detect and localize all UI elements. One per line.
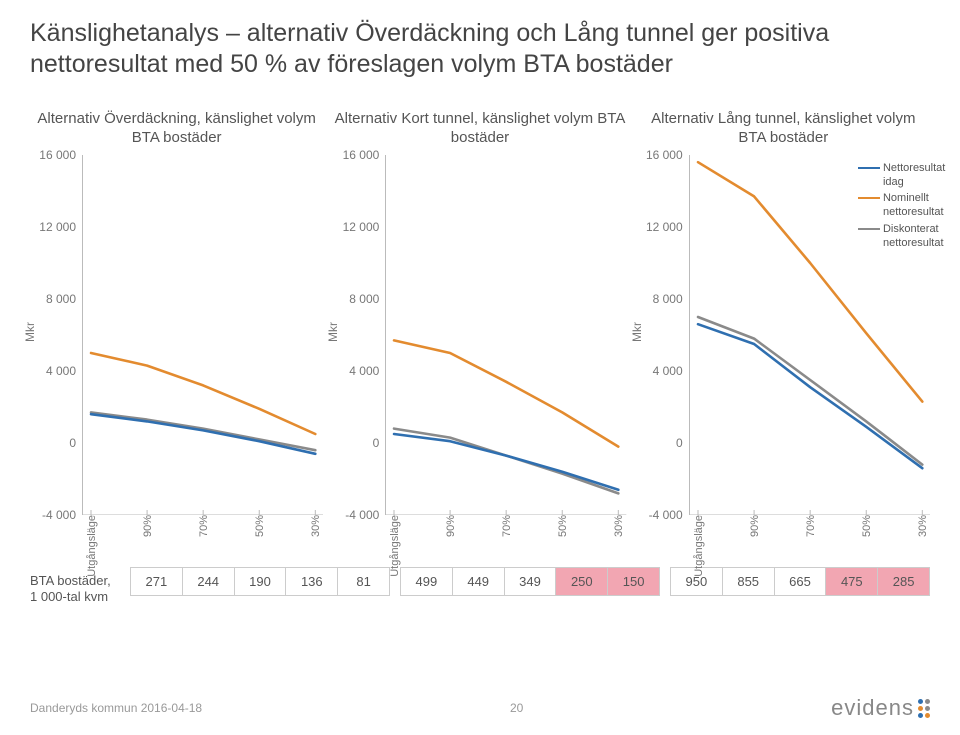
- y-tick-label: 12 000: [343, 220, 380, 234]
- x-axis: Utgångsläge90%70%50%30%: [689, 515, 930, 561]
- y-axis-label: Mkr: [23, 322, 37, 342]
- y-axis-label: Mkr: [326, 322, 340, 342]
- x-axis: Utgångsläge90%70%50%30%: [385, 515, 626, 561]
- x-tick-label: Utgångsläge: [693, 515, 705, 577]
- chart-overdackning: Alternativ Överdäckning, känslighet voly…: [30, 109, 323, 561]
- logo-dot: [918, 713, 923, 718]
- y-axis: Mkr -4 00004 0008 00012 00016 000: [30, 155, 82, 515]
- x-tick-label: 90%: [445, 515, 457, 537]
- x-tick-label: 30%: [310, 515, 322, 537]
- x-tick-label: Utgångsläge: [86, 515, 98, 577]
- x-tick-label: 50%: [254, 515, 266, 537]
- y-tick-label: 4 000: [46, 364, 76, 378]
- logo-dot: [925, 713, 930, 718]
- x-tick-label: 90%: [749, 515, 761, 537]
- x-tick-label: 50%: [861, 515, 873, 537]
- x-tick-label: 30%: [613, 515, 625, 537]
- legend-swatch: [858, 228, 880, 230]
- x-tick-label: 70%: [501, 515, 513, 537]
- legend-item: Diskonterat nettoresultat: [858, 222, 960, 251]
- footer-left: Danderyds kommun 2016-04-18: [30, 701, 202, 715]
- table-cell: 136: [286, 567, 338, 595]
- table-overdackning: 27124419013681: [130, 567, 390, 596]
- table-cell: 190: [234, 567, 286, 595]
- x-tick-label: 50%: [557, 515, 569, 537]
- footer-page: 20: [510, 701, 523, 715]
- x-tick-label: 30%: [917, 515, 929, 537]
- table-lang-tunnel: 950855665475285: [670, 567, 930, 596]
- y-tick-label: -4 000: [345, 508, 379, 522]
- y-tick-label: 16 000: [646, 148, 683, 162]
- y-axis: Mkr -4 00004 0008 00012 00016 000: [333, 155, 385, 515]
- y-tick-label: 12 000: [39, 220, 76, 234]
- footer: Danderyds kommun 2016-04-18 20 evidens: [30, 695, 930, 721]
- legend-label: Nominellt nettoresultat: [883, 191, 960, 220]
- page-title: Känslighetanalys – alternativ Överdäckni…: [30, 18, 930, 81]
- table-cell: 349: [504, 567, 556, 595]
- x-tick-label: 90%: [142, 515, 154, 537]
- plot-area: [82, 155, 323, 515]
- tables-row: BTA bostäder, 1 000-tal kvm 271244190136…: [30, 567, 930, 606]
- chart-title: Alternativ Kort tunnel, känslighet volym…: [333, 109, 626, 149]
- y-tick-label: 0: [676, 436, 683, 450]
- x-tick-label: Utgångsläge: [389, 515, 401, 577]
- table-cell: 475: [826, 567, 878, 595]
- legend-label: Diskonterat nettoresultat: [883, 222, 960, 251]
- chart-lang-tunnel: Alternativ Lång tunnel, känslighet volym…: [637, 109, 930, 561]
- x-tick-label: 70%: [198, 515, 210, 537]
- y-tick-label: 16 000: [343, 148, 380, 162]
- y-tick-label: 4 000: [349, 364, 379, 378]
- logo-dot: [918, 699, 923, 704]
- legend: Nettoresultat idagNominellt nettoresulta…: [858, 161, 960, 253]
- y-axis-label: Mkr: [630, 322, 644, 342]
- logo: evidens: [831, 695, 930, 721]
- table-cell: 285: [878, 567, 930, 595]
- y-tick-label: -4 000: [42, 508, 76, 522]
- y-tick-label: 16 000: [39, 148, 76, 162]
- logo-dot: [925, 699, 930, 704]
- table-kort-tunnel: 499449349250150: [400, 567, 660, 596]
- y-tick-label: -4 000: [649, 508, 683, 522]
- legend-swatch: [858, 167, 880, 169]
- logo-dot: [918, 706, 923, 711]
- chart-title: Alternativ Överdäckning, känslighet voly…: [30, 109, 323, 149]
- y-tick-label: 8 000: [349, 292, 379, 306]
- table-cell: 250: [556, 567, 608, 595]
- table-row-label: BTA bostäder, 1 000-tal kvm: [30, 567, 120, 606]
- y-tick-label: 4 000: [653, 364, 683, 378]
- table-cell: 244: [182, 567, 234, 595]
- table-cell: 855: [722, 567, 774, 595]
- legend-swatch: [858, 197, 880, 199]
- y-tick-label: 12 000: [646, 220, 683, 234]
- y-tick-label: 8 000: [653, 292, 683, 306]
- table-cell: 81: [338, 567, 390, 595]
- legend-item: Nominellt nettoresultat: [858, 191, 960, 220]
- x-axis: Utgångsläge90%70%50%30%: [82, 515, 323, 561]
- y-axis: Mkr -4 00004 0008 00012 00016 000: [637, 155, 689, 515]
- y-tick-label: 0: [69, 436, 76, 450]
- y-tick-label: 8 000: [46, 292, 76, 306]
- chart-kort-tunnel: Alternativ Kort tunnel, känslighet volym…: [333, 109, 626, 561]
- table-cell: 150: [608, 567, 660, 595]
- legend-item: Nettoresultat idag: [858, 161, 960, 190]
- chart-svg: [386, 155, 626, 515]
- x-tick-label: 70%: [805, 515, 817, 537]
- table-cell: 665: [774, 567, 826, 595]
- plot-area: [385, 155, 626, 515]
- table-cell: 449: [452, 567, 504, 595]
- charts-row: Alternativ Överdäckning, känslighet voly…: [30, 109, 930, 561]
- chart-title: Alternativ Lång tunnel, känslighet volym…: [637, 109, 930, 149]
- table-cell: 499: [401, 567, 453, 595]
- logo-text: evidens: [831, 695, 914, 721]
- logo-dots-icon: [918, 699, 930, 718]
- y-tick-label: 0: [373, 436, 380, 450]
- table-cell: 271: [131, 567, 183, 595]
- logo-dot: [925, 706, 930, 711]
- legend-label: Nettoresultat idag: [883, 161, 960, 190]
- chart-svg: [83, 155, 323, 515]
